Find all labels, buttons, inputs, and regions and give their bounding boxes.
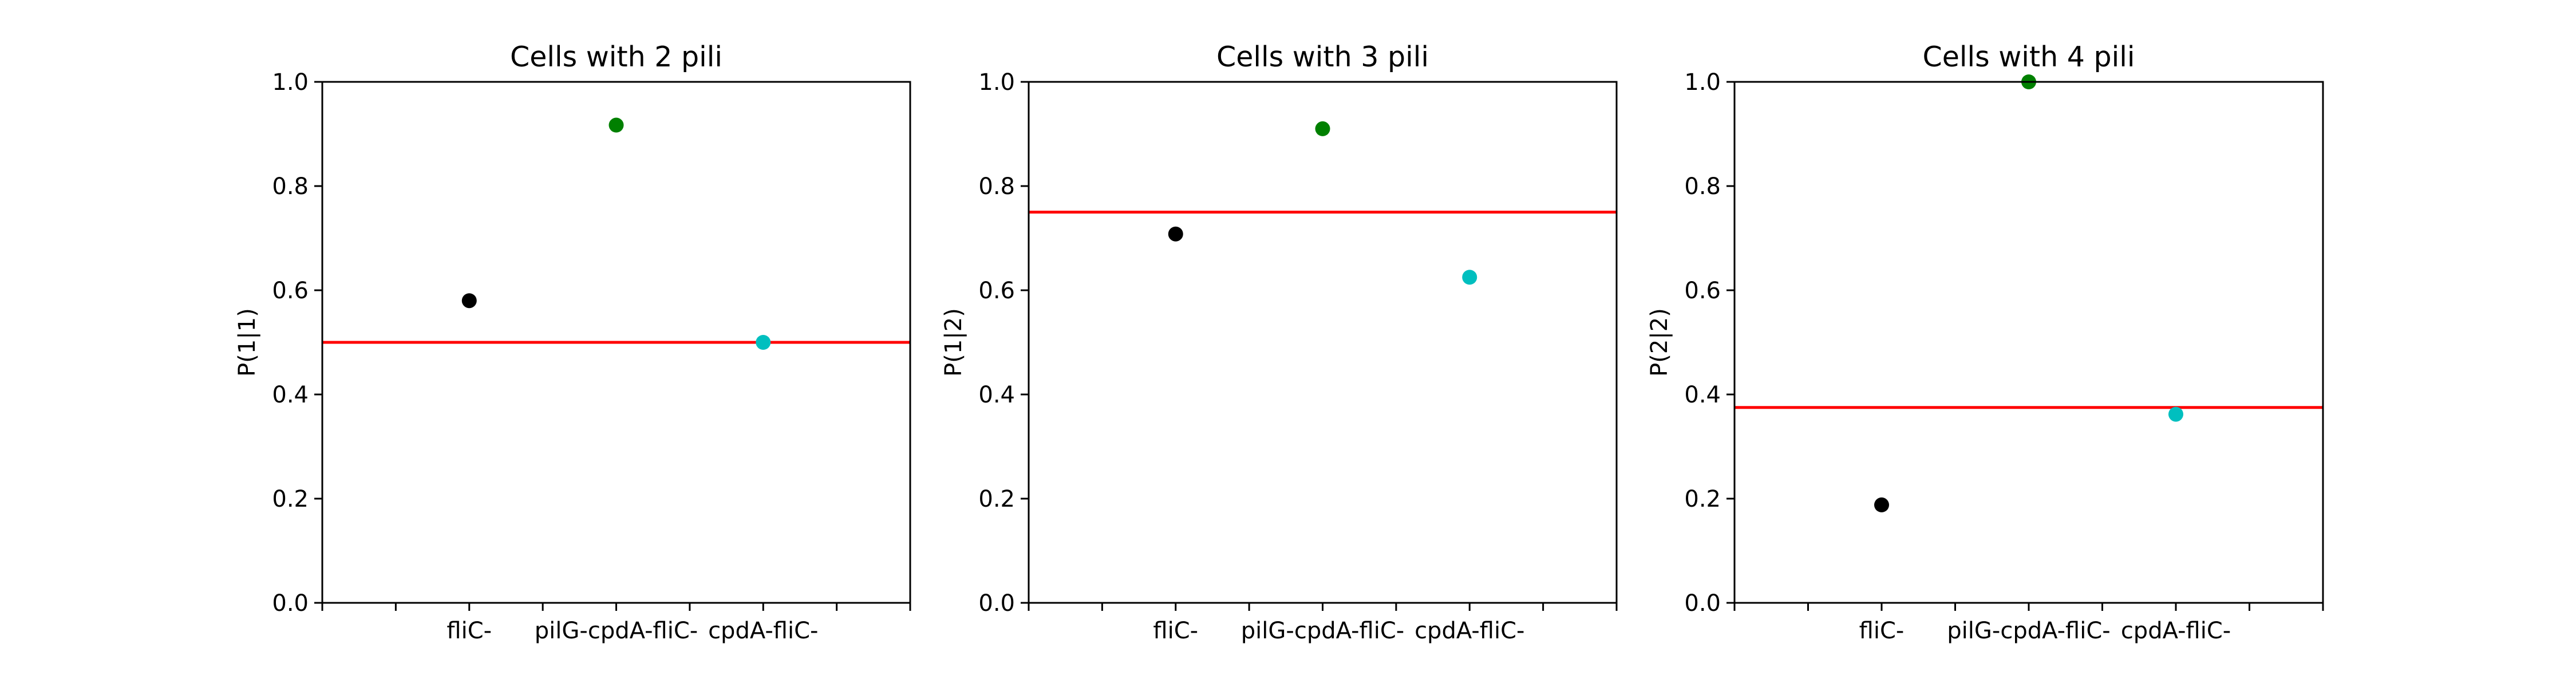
y-tick-label: 0.8 <box>272 173 309 200</box>
x-tick-label: cpdA-fliC- <box>1415 618 1524 644</box>
data-point <box>1462 270 1477 285</box>
y-tick-label: 0.4 <box>1684 382 1721 408</box>
y-axis-label: P(1|2) <box>941 308 967 377</box>
y-tick-label: 0.0 <box>272 590 309 617</box>
y-tick-label: 1.0 <box>1684 69 1721 96</box>
y-tick-label: 0.8 <box>1684 173 1721 200</box>
y-axis-label: P(1|1) <box>234 308 260 377</box>
y-tick-label: 0.2 <box>272 486 309 512</box>
chart-panel-2: Cells with 3 pili P(1|2) 0.0 0.2 0.4 0.6 0.8 1.… <box>941 41 1618 644</box>
y-tick-label: 1.0 <box>272 69 309 96</box>
data-point <box>1315 121 1330 136</box>
x-tick-label: cpdA-fliC- <box>2121 618 2231 644</box>
y-tick-label: 0.2 <box>1684 486 1721 512</box>
chart-title: Cells with 4 pili <box>1923 41 2135 73</box>
plot-frame <box>321 81 911 604</box>
chart-panel-3: Cells with 4 pili P(2|2) 0.0 0.2 0.4 0.6 0.8 1.… <box>1646 41 2324 644</box>
data-point <box>461 293 477 309</box>
y-tick-label: 0.6 <box>978 278 1015 304</box>
y-tick-label: 1.0 <box>978 69 1015 96</box>
y-tick-label: 0.4 <box>272 382 309 408</box>
data-point <box>1168 226 1183 242</box>
plot-frame <box>1028 81 1618 604</box>
y-tick-label: 0.0 <box>978 590 1015 617</box>
x-tick-label: fliC- <box>1859 618 1905 644</box>
chart-panel-1: Cells with 2 pili P(1|1) 0.0 0.2 0.4 0.6 0.8 1.… <box>234 41 911 644</box>
y-tick-label: 0.8 <box>978 173 1015 200</box>
y-tick-label: 0.6 <box>1684 278 1721 304</box>
y-axis-label: P(2|2) <box>1646 308 1673 377</box>
x-tick-label: pilG-cpdA-fliC- <box>1241 618 1404 644</box>
plot-frame <box>1733 81 2324 604</box>
x-tick-label: fliC- <box>1153 618 1198 644</box>
chart-title: Cells with 3 pili <box>1216 41 1429 73</box>
x-tick-label: fliC- <box>447 618 492 644</box>
x-tick-label: pilG-cpdA-fliC- <box>535 618 698 644</box>
data-point <box>609 117 624 133</box>
y-tick-label: 0.4 <box>978 382 1015 408</box>
data-point <box>756 335 771 350</box>
data-point <box>2168 406 2183 422</box>
x-tick-label: pilG-cpdA-fliC- <box>1947 618 2110 644</box>
y-tick-label: 0.0 <box>1684 590 1721 617</box>
data-point <box>1874 497 1889 512</box>
y-tick-label: 0.6 <box>272 278 309 304</box>
x-tick-label: cpdA-fliC- <box>708 618 818 644</box>
y-tick-label: 0.2 <box>978 486 1015 512</box>
chart-title: Cells with 2 pili <box>510 41 722 73</box>
